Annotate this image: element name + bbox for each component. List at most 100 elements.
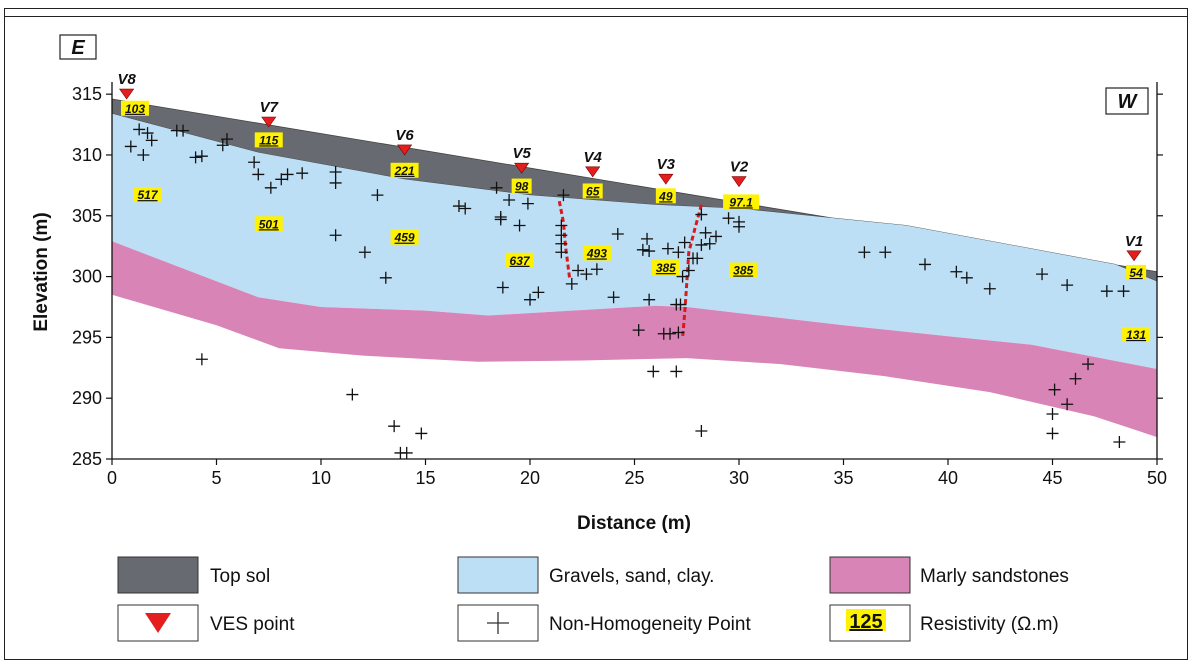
fault-line-2	[681, 204, 703, 338]
non-homogeneity-point	[1069, 372, 1082, 385]
direction-label-left: E	[71, 37, 85, 59]
non-homogeneity-point	[189, 151, 202, 164]
ves-point-marker	[731, 176, 747, 188]
non-homogeneity-point	[733, 220, 745, 233]
resistivity-label-box	[390, 162, 419, 178]
non-homogeneity-point	[296, 167, 309, 180]
top-rule	[4, 16, 1188, 17]
figure-frame	[4, 8, 1188, 660]
resistivity-label-box	[582, 183, 603, 199]
resistivity-label-box	[390, 229, 419, 245]
non-homogeneity-point	[682, 264, 695, 277]
y-tick-label: 290	[72, 388, 102, 408]
ves-point-marker	[397, 144, 413, 156]
non-homogeneity-point	[329, 229, 342, 242]
y-axis-title: Elevation (m)	[31, 212, 52, 331]
non-homogeneity-point	[1046, 408, 1059, 421]
resistivity-value: 115	[259, 133, 278, 147]
non-homogeneity-point	[1061, 398, 1074, 411]
non-homogeneity-point	[452, 200, 465, 213]
non-homogeneity-point	[195, 150, 208, 163]
ves-triangle-icon	[145, 613, 171, 633]
ves-point-label: V7	[260, 99, 279, 116]
non-homogeneity-point	[496, 281, 509, 294]
resistivity-label-box	[505, 252, 534, 268]
direction-box-right	[1105, 87, 1149, 115]
non-homogeneity-point	[358, 246, 371, 259]
legend-resistivity-sample-box	[846, 609, 886, 631]
non-homogeneity-point	[710, 230, 723, 243]
non-homogeneity-point	[580, 268, 593, 281]
ves-point-marker	[119, 88, 135, 100]
resistivity-label-box	[655, 188, 676, 204]
non-homogeneity-point	[281, 168, 294, 181]
non-homogeneity-point	[513, 219, 526, 232]
y-tick-label: 300	[72, 267, 102, 287]
non-homogeneity-point	[1100, 285, 1113, 298]
resistivity-label-box	[120, 100, 149, 116]
x-tick-label: 45	[1042, 468, 1062, 488]
legend-label-gravel: Gravels, sand, clay.	[549, 566, 714, 587]
resistivity-label-box	[729, 262, 758, 278]
non-homogeneity-point	[329, 176, 342, 189]
x-tick-label: 10	[311, 468, 331, 488]
non-homogeneity-point	[674, 298, 687, 311]
ves-point-label: V1	[1125, 233, 1143, 250]
resistivity-label-box	[651, 260, 680, 276]
x-tick-label: 50	[1147, 468, 1167, 488]
x-tick-label: 40	[938, 468, 958, 488]
x-tick-label: 30	[729, 468, 749, 488]
ves-point-marker	[1126, 250, 1142, 262]
legend-label-resistivity: Resistivity (Ω.m)	[920, 614, 1059, 635]
non-homogeneity-point	[611, 228, 624, 241]
resistivity-label-box	[1126, 264, 1147, 280]
non-homogeneity-point	[672, 246, 685, 259]
legend-label-topsoil: Top sol	[210, 566, 270, 587]
x-tick-label: 0	[107, 468, 117, 488]
resistivity-value: 49	[658, 189, 673, 203]
non-homogeneity-point	[572, 264, 585, 277]
non-homogeneity-point	[141, 127, 154, 140]
non-homogeneity-point	[703, 237, 716, 250]
non-homogeneity-point	[699, 226, 712, 239]
non-homogeneity-point	[388, 420, 401, 433]
resistivity-label-box	[1122, 326, 1151, 342]
legend-swatch-gravel	[457, 556, 539, 594]
non-homogeneity-point	[691, 252, 704, 265]
non-homogeneity-point	[124, 140, 137, 153]
resistivity-label-box	[254, 216, 283, 232]
resistivity-value: 637	[510, 254, 531, 268]
ves-point-marker	[261, 116, 277, 128]
ves-point-label: V6	[395, 127, 414, 144]
resistivity-label-box	[723, 194, 760, 210]
non-homogeneity-point	[415, 427, 428, 440]
resistivity-value: 517	[138, 188, 159, 202]
non-homogeneity-point	[1117, 285, 1130, 298]
y-tick-label: 295	[72, 327, 102, 347]
resistivity-value: 385	[733, 264, 753, 278]
non-homogeneity-point	[960, 271, 973, 284]
non-homogeneity-point	[557, 189, 570, 202]
y-tick-label: 315	[72, 84, 102, 104]
non-homogeneity-point	[329, 165, 342, 178]
ves-point-label: V8	[117, 71, 136, 88]
non-homogeneity-point	[607, 291, 620, 304]
non-homogeneity-point	[400, 446, 413, 459]
non-homogeneity-point	[636, 243, 649, 256]
non-homogeneity-point	[275, 173, 288, 186]
resistivity-value: 221	[394, 164, 415, 178]
ves-point-label: V5	[512, 145, 531, 162]
direction-label-right: W	[1118, 91, 1139, 113]
non-homogeneity-point	[858, 246, 871, 259]
non-homogeneity-point	[695, 425, 708, 438]
non-homogeneity-point	[133, 123, 146, 136]
legend-resistivity-sample-value: 125	[849, 611, 882, 633]
resistivity-value: 131	[1126, 328, 1146, 342]
faults-group	[557, 200, 703, 338]
resistivity-label-box	[582, 245, 611, 261]
non-homogeneity-point	[490, 181, 503, 194]
ves-point-label: V3	[657, 156, 676, 173]
non-homogeneity-point	[676, 270, 689, 283]
resistivity-value: 103	[125, 102, 145, 116]
non-homogeneity-point	[695, 208, 708, 221]
